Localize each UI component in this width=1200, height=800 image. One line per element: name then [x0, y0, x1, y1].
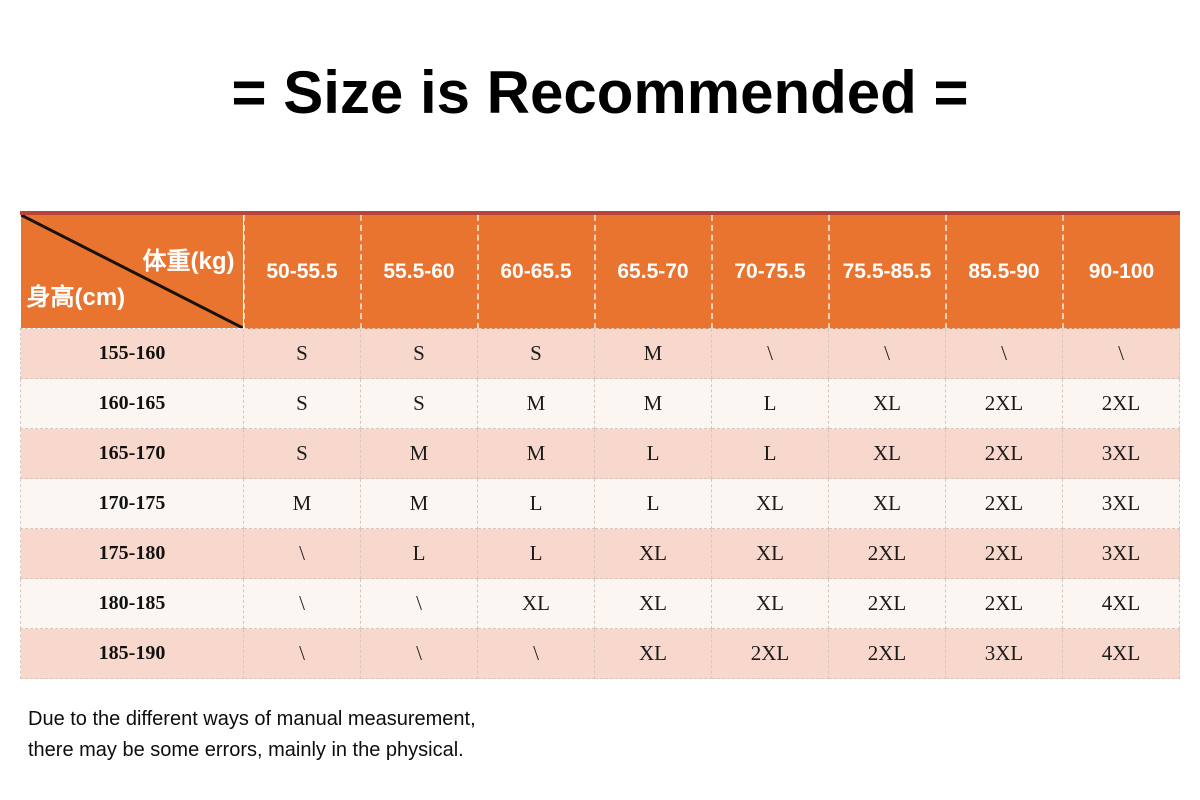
size-cell: XL	[828, 378, 946, 429]
height-range-label: 155-160	[20, 328, 244, 379]
size-cell: S	[243, 428, 361, 479]
size-cell: \	[243, 578, 361, 629]
size-cell: L	[360, 528, 478, 579]
size-cell: 3XL	[945, 628, 1063, 679]
size-cell: S	[360, 378, 478, 429]
size-cell: 4XL	[1062, 578, 1180, 629]
size-cell: \	[360, 578, 478, 629]
size-cell: 2XL	[1062, 378, 1180, 429]
height-range-label: 170-175	[20, 478, 244, 529]
height-range-label: 175-180	[20, 528, 244, 579]
size-cell: XL	[594, 578, 712, 629]
size-cell: XL	[711, 578, 829, 629]
weight-column-header: 50-55.5	[242, 215, 361, 329]
size-cell: M	[477, 428, 595, 479]
size-cell: M	[360, 428, 478, 479]
table-row: 155-160 S S S M \ \ \ \	[20, 328, 1180, 379]
size-cell: 4XL	[1062, 628, 1180, 679]
weight-column-header: 55.5-60	[359, 215, 478, 329]
size-cell: \	[243, 528, 361, 579]
height-range-label: 185-190	[20, 628, 244, 679]
size-cell: M	[360, 478, 478, 529]
size-cell: 3XL	[1062, 528, 1180, 579]
measurement-note: Due to the different ways of manual meas…	[28, 704, 476, 766]
size-cell: L	[594, 428, 712, 479]
size-cell: L	[711, 378, 829, 429]
size-cell: 3XL	[1062, 428, 1180, 479]
size-cell: \	[1062, 328, 1180, 379]
weight-column-header: 70-75.5	[710, 215, 829, 329]
size-cell: XL	[828, 428, 946, 479]
size-cell: L	[477, 528, 595, 579]
size-cell: XL	[594, 628, 712, 679]
size-cell: S	[243, 378, 361, 429]
size-cell: \	[243, 628, 361, 679]
size-table: 体重(kg) 身高(cm) 50-55.5 55.5-60 60-65.5 65…	[20, 215, 1180, 679]
weight-column-header: 65.5-70	[593, 215, 712, 329]
size-cell: XL	[477, 578, 595, 629]
size-cell: M	[594, 328, 712, 379]
size-cell: 2XL	[828, 628, 946, 679]
size-table-body: 155-160 S S S M \ \ \ \ 160-165 S S M M L XL 2XL 2XL 165-1…	[20, 328, 1180, 679]
size-cell: M	[243, 478, 361, 529]
size-cell: \	[477, 628, 595, 679]
weight-axis-label: 体重(kg)	[142, 248, 235, 275]
size-cell: 2XL	[945, 478, 1063, 529]
corner-header-cell: 体重(kg) 身高(cm)	[20, 215, 244, 329]
size-cell: \	[360, 628, 478, 679]
height-axis-label: 身高(cm)	[26, 284, 126, 311]
table-row: 165-170 S M M L L XL 2XL 3XL	[20, 428, 1180, 479]
table-row: 160-165 S S M M L XL 2XL 2XL	[20, 378, 1180, 429]
size-cell: M	[594, 378, 712, 429]
size-cell: L	[711, 428, 829, 479]
size-cell: S	[360, 328, 478, 379]
size-chart: 体重(kg) 身高(cm) 50-55.5 55.5-60 60-65.5 65…	[20, 211, 1180, 679]
note-line-2: there may be some errors, mainly in the …	[28, 739, 464, 761]
note-line-1: Due to the different ways of manual meas…	[28, 708, 476, 730]
size-cell: M	[477, 378, 595, 429]
size-cell: XL	[711, 478, 829, 529]
diagonal-divider-line	[20, 215, 243, 328]
table-row: 170-175 M M L L XL XL 2XL 3XL	[20, 478, 1180, 529]
size-cell: XL	[711, 528, 829, 579]
height-range-label: 160-165	[20, 378, 244, 429]
size-cell: 2XL	[945, 578, 1063, 629]
size-cell: XL	[828, 478, 946, 529]
size-cell: L	[477, 478, 595, 529]
size-cell: XL	[594, 528, 712, 579]
weight-column-header: 90-100	[1061, 215, 1180, 329]
weight-column-header: 85.5-90	[944, 215, 1063, 329]
table-row: 185-190 \ \ \ XL 2XL 2XL 3XL 4XL	[20, 628, 1180, 679]
size-cell: S	[243, 328, 361, 379]
size-cell: \	[711, 328, 829, 379]
size-cell: L	[594, 478, 712, 529]
page-title: = Size is Recommended =	[231, 59, 969, 126]
size-cell: 2XL	[828, 528, 946, 579]
table-header: 体重(kg) 身高(cm) 50-55.5 55.5-60 60-65.5 65…	[20, 215, 1180, 329]
size-cell: 2XL	[945, 428, 1063, 479]
table-top-accent-line	[20, 211, 1180, 215]
size-cell: \	[828, 328, 946, 379]
size-cell: 2XL	[711, 628, 829, 679]
size-cell: 2XL	[945, 378, 1063, 429]
table-row: 175-180 \ L L XL XL 2XL 2XL 3XL	[20, 528, 1180, 579]
size-cell: 3XL	[1062, 478, 1180, 529]
table-row: 180-185 \ \ XL XL XL 2XL 2XL 4XL	[20, 578, 1180, 629]
size-cell: 2XL	[945, 528, 1063, 579]
size-cell: S	[477, 328, 595, 379]
weight-column-header: 60-65.5	[476, 215, 595, 329]
weight-column-header: 75.5-85.5	[827, 215, 946, 329]
size-cell: \	[945, 328, 1063, 379]
height-range-label: 165-170	[20, 428, 244, 479]
size-cell: 2XL	[828, 578, 946, 629]
height-range-label: 180-185	[20, 578, 244, 629]
